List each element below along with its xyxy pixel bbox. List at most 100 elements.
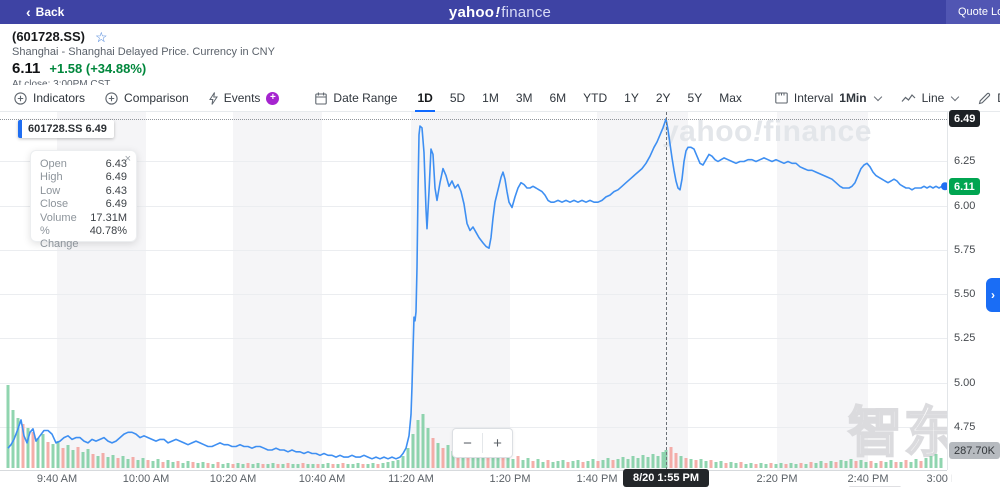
price-tick-label: 4.75 (954, 421, 976, 433)
time-tick-label: 11:20 AM (388, 473, 434, 485)
interval-icon (775, 92, 788, 104)
time-tick-label: 2:20 PM (756, 473, 798, 485)
time-tick-label: 10:20 AM (209, 473, 257, 485)
crosshair-volume-badge: 287.70K (949, 442, 1000, 459)
logo-yahoo-text: yahoo (448, 3, 495, 21)
range-selector: 1D 5D 1M 3M 6M YTD 1Y 2Y 5Y Max (415, 91, 758, 112)
chart-toolbar: Indicators Comparison Events + Date Rang… (0, 85, 1000, 112)
line-chart-icon (901, 93, 916, 104)
yahoo-finance-watermark: yahoo!finance (662, 115, 872, 148)
top-navbar: ‹ Back yahoo!finance Quote Lookup (0, 0, 1000, 24)
chevron-down-icon (951, 92, 960, 101)
price-volume-plot[interactable] (0, 112, 1000, 487)
price-tick-label: 5.75 (954, 244, 976, 256)
interval-dropdown[interactable]: Interval 1Min (775, 91, 882, 105)
series-color-bar (18, 120, 22, 138)
back-button[interactable]: ‹ Back (26, 0, 64, 24)
gridline (0, 161, 947, 162)
chart-type-dropdown[interactable]: Line (901, 91, 960, 105)
price-change: +1.58 (+34.88%) (49, 61, 147, 76)
interval-label: Interval (793, 91, 834, 105)
quote-header: (601728.SS) ☆ Shanghai - Shanghai Delaye… (0, 24, 1000, 90)
crosshair-time-badge: 8/20 1:55 PM (623, 469, 709, 487)
pencil-icon (978, 92, 991, 105)
draw-label: Draw (997, 91, 1000, 105)
range-button-6m[interactable]: 6M (549, 91, 567, 105)
gridline (0, 206, 947, 207)
zoom-in-button[interactable]: + (493, 434, 502, 452)
exchange-line: Shanghai - Shanghai Delayed Price. Curre… (12, 46, 275, 58)
tooltip-row: High 6.49 (40, 171, 127, 184)
chart-area: yahoo!finance 智东西 6.25 6.00 5.75 5.50 5.25 5.… (0, 110, 1000, 487)
events-button[interactable]: Events + (208, 91, 280, 105)
zoom-out-button[interactable]: − (463, 434, 472, 452)
comparison-button[interactable]: Comparison (105, 91, 189, 105)
circle-plus-icon (105, 91, 118, 105)
time-tick-label: 3:00 PM (926, 473, 952, 485)
indicators-label: Indicators (33, 91, 86, 105)
price-tick-label: 5.25 (954, 332, 976, 344)
crosshair-vertical-line (666, 112, 667, 470)
range-button-5y[interactable]: 5Y (687, 91, 703, 105)
logo-finance-text: finance (501, 3, 552, 21)
draw-button[interactable]: Draw (978, 91, 1000, 105)
crosshair-horizontal-line (0, 119, 947, 120)
quote-lookup-button[interactable]: Quote Lookup (946, 0, 1000, 24)
zoom-divider (482, 433, 483, 453)
range-button-ytd[interactable]: YTD (583, 91, 608, 105)
series-legend-chip[interactable]: 601728.SS 6.49 (18, 120, 114, 138)
session-band (411, 112, 510, 470)
date-range-label: Date Range (333, 91, 398, 105)
range-button-2y[interactable]: 2Y (655, 91, 671, 105)
tooltip-row: % Change 40.78% (40, 225, 127, 251)
gridline (0, 250, 947, 251)
circle-plus-icon (14, 91, 27, 105)
gridline (0, 338, 947, 339)
price-tick-label: 6.00 (954, 200, 976, 212)
tooltip-row: Low 6.43 (40, 184, 127, 197)
range-button-1m[interactable]: 1M (482, 91, 499, 105)
watchlist-star-icon[interactable]: ☆ (95, 28, 108, 45)
range-button-3m[interactable]: 3M (515, 91, 533, 105)
x-axis-line (0, 470, 947, 471)
close-icon[interactable]: × (124, 153, 131, 165)
events-label: Events (223, 91, 261, 105)
quote-lookup-label: Quote Lookup (958, 6, 1000, 18)
range-button-1y[interactable]: 1Y (624, 91, 639, 105)
gridline (0, 427, 947, 428)
gridline (0, 294, 947, 295)
time-tick-label: 1:40 PM (576, 473, 618, 485)
price-axis[interactable]: 6.25 6.00 5.75 5.50 5.25 5.00 4.75 6.49 6.11 2… (947, 110, 1000, 470)
session-band (233, 112, 322, 470)
range-button-max[interactable]: Max (719, 91, 742, 105)
back-chevron-icon: ‹ (26, 4, 31, 20)
price-tick-label: 5.00 (954, 377, 976, 389)
date-range-button[interactable]: Date Range (315, 91, 397, 105)
time-tick-label: 9:40 AM (36, 473, 78, 485)
scroll-right-button[interactable]: › (986, 278, 1000, 312)
gridline (0, 383, 947, 384)
time-axis[interactable]: 9:40 AM 10:00 AM 10:20 AM 10:40 AM 11:20 AM 1… (0, 473, 952, 487)
series-legend-label: 601728.SS 6.49 (28, 123, 107, 135)
tooltip-row: Volume 17.31M (40, 211, 127, 224)
lightning-icon (208, 91, 218, 105)
chinese-watermark: 智东西 (847, 402, 960, 487)
yahoo-finance-logo[interactable]: yahoo! finance (449, 0, 551, 24)
symbol-title: (601728.SS) (12, 29, 85, 44)
time-tick-label: 2:40 PM (847, 473, 889, 485)
tooltip-row: Open 6.43 (40, 158, 127, 170)
indicators-button[interactable]: Indicators (14, 91, 85, 105)
range-button-1d[interactable]: 1D (415, 91, 436, 112)
range-button-5d[interactable]: 5D (449, 91, 466, 105)
session-band (597, 112, 688, 470)
last-price: 6.11 (12, 60, 41, 77)
chart-type-label: Line (921, 91, 945, 105)
crosshair-price-badge: 6.49 (949, 110, 981, 127)
chevron-down-icon (873, 92, 882, 101)
comparison-label: Comparison (124, 91, 189, 105)
close-note: At close: 3:00PM CST (12, 79, 110, 90)
time-tick-label: 1:20 PM (489, 473, 531, 485)
time-tick-label: 10:00 AM (122, 473, 170, 485)
calendar-icon (315, 92, 328, 105)
